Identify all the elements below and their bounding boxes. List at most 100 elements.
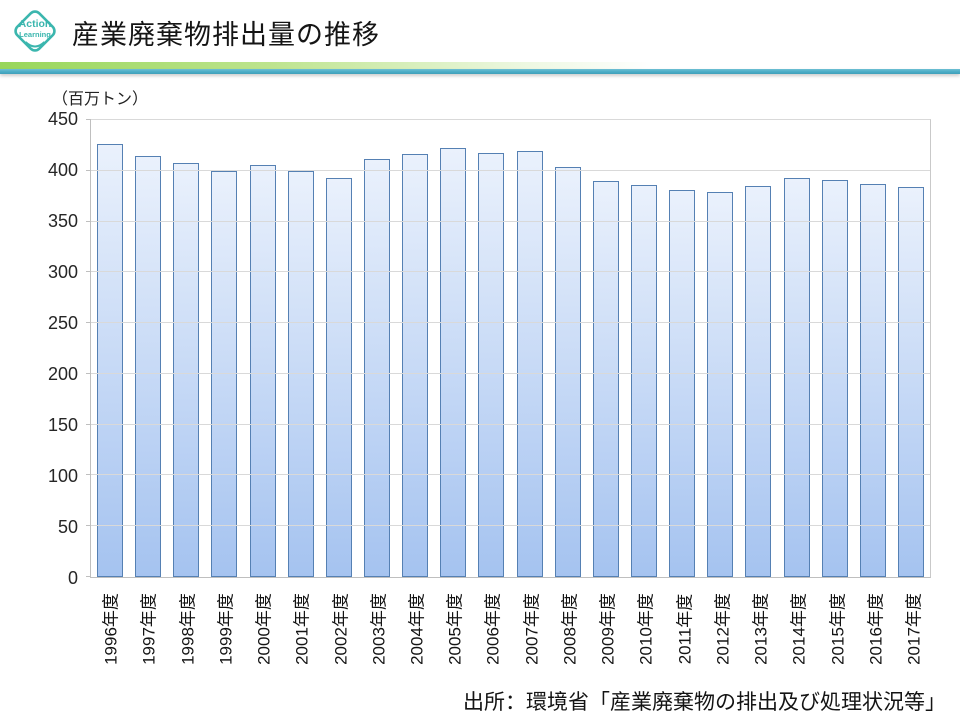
bar-2017年度 <box>898 187 925 577</box>
x-axis-label-slot: 2006年度 <box>472 580 510 678</box>
y-axis-unit-label: （百万トン） <box>52 91 149 108</box>
x-axis-label-slot: 2007年度 <box>511 580 549 678</box>
y-axis-tick-label: 100 <box>47 466 78 486</box>
gridline <box>91 474 930 476</box>
action-learning-logo: Action Learning <box>14 10 56 52</box>
x-axis-label-slot: 2008年度 <box>549 580 587 678</box>
x-axis-label-slot: 2010年度 <box>625 580 663 678</box>
y-axis-tick <box>86 474 91 476</box>
bar-slot <box>396 120 434 577</box>
x-axis-tick-label: 2004年度 <box>407 593 427 665</box>
x-axis-tick-label: 2017年度 <box>904 593 924 665</box>
x-axis-label-slot: 2015年度 <box>816 580 854 678</box>
bar-slot <box>587 120 625 577</box>
y-axis-tick-label: 400 <box>47 160 78 180</box>
bar-2003年度 <box>364 158 391 577</box>
bar-slot <box>282 120 320 577</box>
bar-slot <box>244 120 282 577</box>
logo-text-learning: Learning <box>19 30 51 39</box>
y-axis-labels: 0 50 100 150 200 250 300 350 400 450 <box>0 109 78 588</box>
x-axis-label-slot: 1998年度 <box>166 580 204 678</box>
bar-2015年度 <box>821 179 848 577</box>
y-axis-tick-label: 0 <box>67 568 78 588</box>
plot-area <box>86 119 931 578</box>
y-axis-tick <box>86 576 91 577</box>
bar-2006年度 <box>478 152 505 577</box>
y-axis-tick <box>86 119 91 120</box>
x-axis-tick-label: 1998年度 <box>178 593 198 665</box>
bar-slot <box>511 120 549 577</box>
bar-slot <box>91 120 129 577</box>
y-axis-tick <box>86 372 91 374</box>
bar-1999年度 <box>211 170 238 577</box>
bar-slot <box>778 120 816 577</box>
y-axis-tick <box>86 423 91 425</box>
y-axis-tick <box>86 220 91 222</box>
bar-slot <box>358 120 396 577</box>
bar-slot <box>434 120 472 577</box>
x-axis-label-slot: 1996年度 <box>90 580 128 678</box>
x-axis-labels: 1996年度 1997年度 1998年度 1999年度 2000年度 2001年度 2002… <box>90 580 931 678</box>
y-axis-tick <box>86 322 91 324</box>
x-axis-tick-label: 2006年度 <box>483 593 503 665</box>
bar-slot <box>663 120 701 577</box>
bar-slot <box>816 120 854 577</box>
x-axis-label-slot: 1997年度 <box>128 580 166 678</box>
bar-2014年度 <box>783 177 810 577</box>
x-axis-label-slot: 2004年度 <box>396 580 434 678</box>
x-axis-label-slot: 2001年度 <box>281 580 319 678</box>
x-axis-tick-label: 2008年度 <box>560 593 580 665</box>
bar-2008年度 <box>554 166 581 577</box>
x-axis-label-slot: 2011年度 <box>664 580 702 678</box>
y-axis-tick-label: 450 <box>47 109 78 129</box>
bar-slot <box>892 120 930 577</box>
bar-slot <box>167 120 205 577</box>
gridline <box>91 423 930 425</box>
x-axis-tick-label: 2005年度 <box>445 593 465 665</box>
bar-2011年度 <box>669 190 696 577</box>
bars <box>91 120 930 577</box>
x-axis-tick-label: 2003年度 <box>369 593 389 665</box>
x-axis-label-slot: 2017年度 <box>893 580 931 678</box>
bar-2007年度 <box>516 151 543 577</box>
y-axis-tick-label: 350 <box>47 211 78 231</box>
x-axis-label-slot: 2003年度 <box>358 580 396 678</box>
bar-2009年度 <box>592 180 619 577</box>
y-axis-tick <box>86 169 91 171</box>
x-axis-label-slot: 2002年度 <box>319 580 357 678</box>
y-axis-tick <box>86 271 91 273</box>
y-axis-tick-label: 300 <box>47 262 78 283</box>
source-citation: 出所：環境省「産業廃棄物の排出及び処理状況等」 <box>463 691 946 714</box>
x-axis-tick-label: 2010年度 <box>636 593 656 665</box>
x-axis-label-slot: 2005年度 <box>434 580 472 678</box>
gridline <box>91 169 930 171</box>
bar-1997年度 <box>135 155 162 577</box>
bar-slot <box>739 120 777 577</box>
bar-1998年度 <box>173 162 200 577</box>
bar-1996年度 <box>97 144 124 577</box>
gridline <box>91 322 930 324</box>
x-axis-tick-label: 2001年度 <box>292 593 312 665</box>
bar-slot <box>625 120 663 577</box>
x-axis-tick-label: 2012年度 <box>713 593 733 665</box>
bar-2013年度 <box>745 186 772 577</box>
x-axis-label-slot: 2014年度 <box>778 580 816 678</box>
header-divider-green <box>0 62 960 69</box>
x-axis-label-slot: 1999年度 <box>205 580 243 678</box>
y-axis-tick-label: 50 <box>57 517 78 537</box>
page-title: 産業廃棄物排出量の推移 <box>72 20 380 50</box>
x-axis-label-slot: 2009年度 <box>587 580 625 678</box>
x-axis-tick-label: 2016年度 <box>866 593 886 665</box>
bar-2005年度 <box>440 148 467 577</box>
x-axis-tick-label: 2013年度 <box>751 593 771 665</box>
bar-slot <box>701 120 739 577</box>
x-axis-tick-label: 2014年度 <box>789 593 809 665</box>
gridline <box>91 220 930 222</box>
x-axis-label-slot: 2000年度 <box>243 580 281 678</box>
bar-slot <box>129 120 167 577</box>
x-axis-tick-label: 2000年度 <box>254 593 274 665</box>
y-axis-tick <box>86 525 91 527</box>
x-axis-tick-label: 2015年度 <box>828 593 848 665</box>
y-axis-tick-label: 150 <box>47 415 78 436</box>
